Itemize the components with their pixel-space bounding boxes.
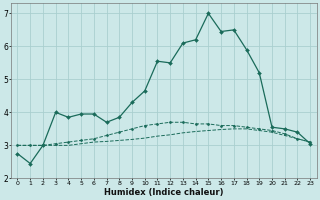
X-axis label: Humidex (Indice chaleur): Humidex (Indice chaleur) [104,188,224,197]
